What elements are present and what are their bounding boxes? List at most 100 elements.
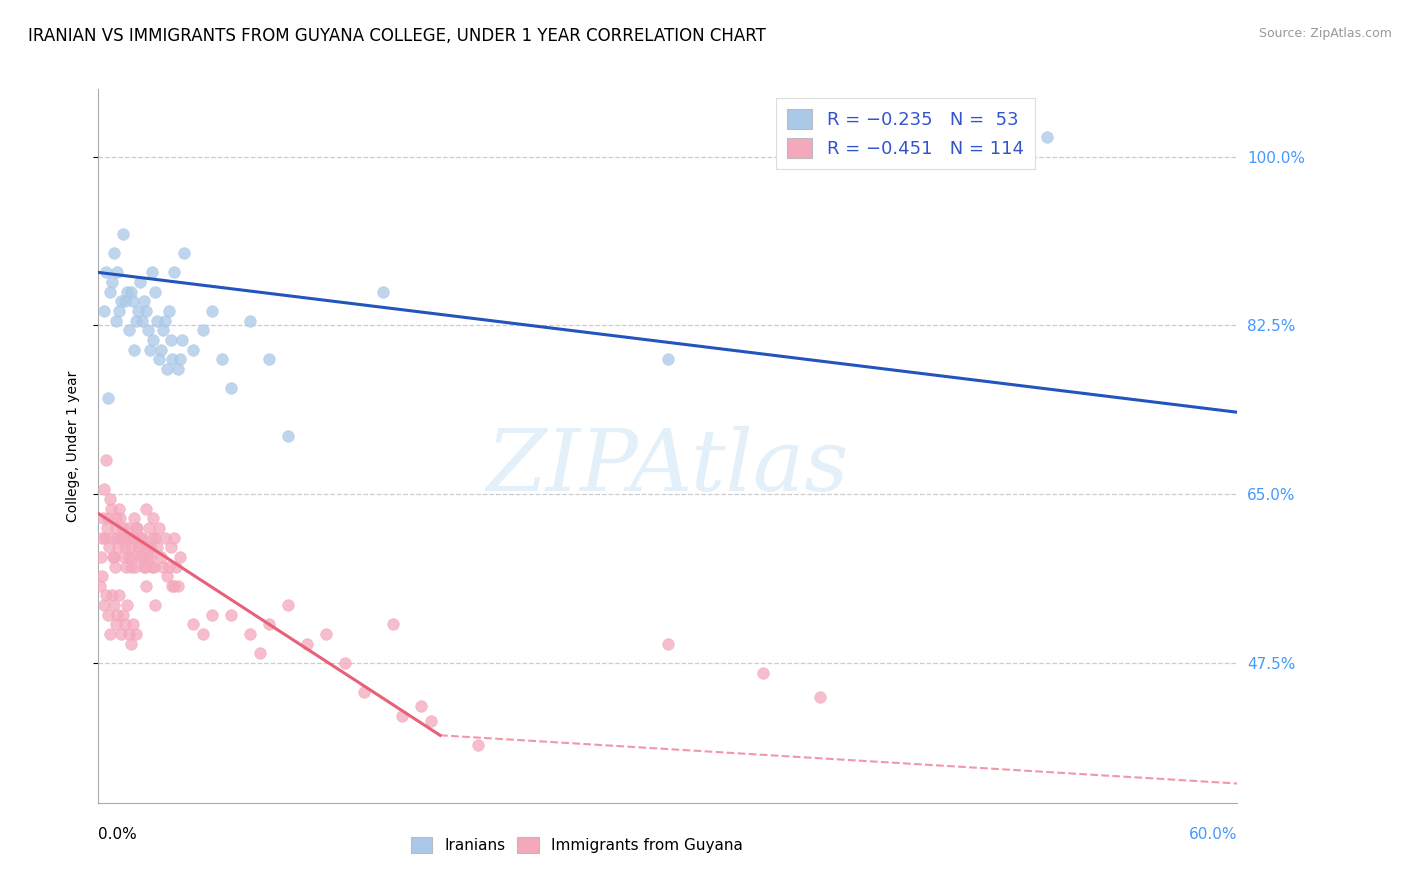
Point [221,607,243,622]
Point [103,549,125,564]
Point [134,559,156,574]
Point [146,541,169,555]
Point [135,541,157,555]
Point [103,246,125,260]
Point [121,549,143,564]
Point [114,294,136,309]
Point [136,549,159,564]
Point [153,531,176,545]
Point [115,559,138,574]
Point [183,343,205,357]
Point [114,617,136,632]
Point [152,323,174,337]
Point [103,598,125,612]
Point [167,579,190,593]
Point [419,714,441,728]
Point [91,531,114,545]
Point [127,541,149,555]
Point [159,541,181,555]
Point [94,453,117,467]
Point [104,511,127,525]
Point [129,531,152,545]
Point [156,362,179,376]
Point [125,313,148,327]
Point [107,607,129,622]
Point [118,323,141,337]
Point [112,549,135,564]
Point [170,333,193,347]
Point [136,323,159,337]
Point [112,227,135,241]
Point [808,690,831,704]
Point [135,304,157,318]
Point [411,699,433,714]
Point [381,617,404,632]
Point [112,521,135,535]
Point [129,275,152,289]
Point [156,569,179,583]
Point [153,313,176,327]
Point [107,541,129,555]
Point [191,627,214,641]
Point [191,323,214,337]
Point [239,627,262,641]
Legend: Iranians, Immigrants from Guyana: Iranians, Immigrants from Guyana [405,830,749,859]
Point [239,313,262,327]
Point [125,627,148,641]
Point [124,559,146,574]
Point [165,559,187,574]
Point [141,531,163,545]
Point [110,627,132,641]
Point [108,589,131,603]
Point [100,501,122,516]
Point [657,637,679,651]
Point [315,627,337,641]
Point [91,511,114,525]
Point [169,549,191,564]
Point [142,333,165,347]
Point [135,579,157,593]
Point [110,511,132,525]
Point [145,285,167,299]
Point [103,559,125,574]
Point [104,617,127,632]
Point [657,352,679,367]
Point [139,549,162,564]
Point [96,521,118,535]
Point [110,294,132,309]
Point [114,541,136,555]
Point [148,352,170,367]
Point [127,304,149,318]
Point [97,391,120,405]
Point [391,709,413,723]
Point [121,294,143,309]
Point [90,549,112,564]
Point [1036,130,1059,145]
Point [167,362,190,376]
Point [157,559,180,574]
Text: IRANIAN VS IMMIGRANTS FROM GUYANA COLLEGE, UNDER 1 YEAR CORRELATION CHART: IRANIAN VS IMMIGRANTS FROM GUYANA COLLEG… [28,27,766,45]
Point [107,531,129,545]
Point [97,511,120,525]
Point [141,265,163,279]
Y-axis label: College, Under 1 year: College, Under 1 year [66,370,80,522]
Point [183,617,205,632]
Point [104,313,127,327]
Point [148,521,170,535]
Point [98,491,121,506]
Point [94,531,117,545]
Point [211,352,233,367]
Point [221,381,243,395]
Point [277,429,299,443]
Point [249,646,271,660]
Point [118,549,141,564]
Point [162,352,184,367]
Point [259,352,281,367]
Point [146,313,169,327]
Point [118,627,141,641]
Point [124,343,146,357]
Point [121,617,143,632]
Point [163,531,186,545]
Point [91,569,114,583]
Point [120,285,142,299]
